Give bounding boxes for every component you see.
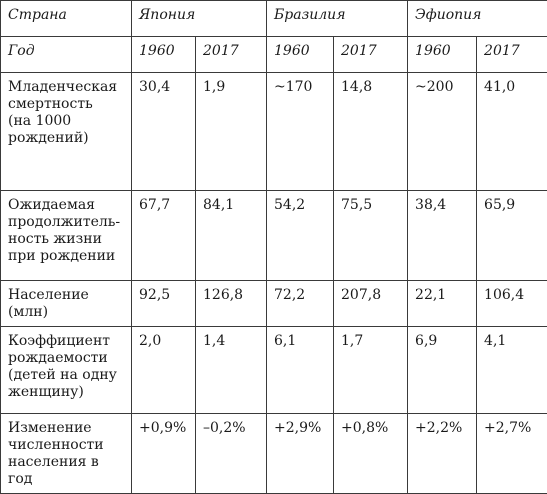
year-cell: 2017 xyxy=(196,37,267,73)
table-cell: 54,2 xyxy=(267,191,334,281)
table-cell: 92,5 xyxy=(132,281,196,327)
year-cell: 1960 xyxy=(132,37,196,73)
table-cell: 38,4 xyxy=(408,191,477,281)
country-name-brazil: Бразилия xyxy=(267,1,408,37)
table-cell: 1,4 xyxy=(196,327,267,414)
table-cell: 30,4 xyxy=(132,73,196,191)
table-cell: +0,9% xyxy=(132,414,196,494)
table-cell: 22,1 xyxy=(408,281,477,327)
row-label: Изменение численности населения в год xyxy=(1,414,132,494)
table-cell: –0,2% xyxy=(196,414,267,494)
table-row: Ожидаемая продолжитель- ность жизни при … xyxy=(1,191,547,281)
table-row: Младенческая смертность (на 1000 рождени… xyxy=(1,73,547,191)
country-header-row: Страна Япония Бразилия Эфиопия xyxy=(1,1,547,37)
table-cell: 1,7 xyxy=(334,327,408,414)
table-cell: ~170 xyxy=(267,73,334,191)
year-cell: 2017 xyxy=(477,37,547,73)
table-cell: 4,1 xyxy=(477,327,547,414)
year-header-cell: Год xyxy=(1,37,132,73)
table-cell: 2,0 xyxy=(132,327,196,414)
table-cell: +2,7% xyxy=(477,414,547,494)
table-cell: ~200 xyxy=(408,73,477,191)
year-cell: 1960 xyxy=(408,37,477,73)
table-cell: 65,9 xyxy=(477,191,547,281)
country-header-cell: Страна xyxy=(1,1,132,37)
country-name-japan: Япония xyxy=(132,1,267,37)
table-cell: +2,2% xyxy=(408,414,477,494)
table-row: Изменение численности населения в год +0… xyxy=(1,414,547,494)
row-label: Младенческая смертность (на 1000 рождени… xyxy=(1,73,132,191)
table-cell: +0,8% xyxy=(334,414,408,494)
table-cell: 207,8 xyxy=(334,281,408,327)
table-cell: 72,2 xyxy=(267,281,334,327)
row-label: Коэффициент рождаемости (детей на одну ж… xyxy=(1,327,132,414)
table-cell: 106,4 xyxy=(477,281,547,327)
table-cell: 6,1 xyxy=(267,327,334,414)
row-label: Ожидаемая продолжитель- ность жизни при … xyxy=(1,191,132,281)
table-cell: 1,9 xyxy=(196,73,267,191)
table-cell: +2,9% xyxy=(267,414,334,494)
year-cell: 1960 xyxy=(267,37,334,73)
table-cell: 67,7 xyxy=(132,191,196,281)
row-label: Население (млн) xyxy=(1,281,132,327)
year-cell: 2017 xyxy=(334,37,408,73)
table-cell: 14,8 xyxy=(334,73,408,191)
table-cell: 84,1 xyxy=(196,191,267,281)
country-name-ethiopia: Эфиопия xyxy=(408,1,547,37)
table-row: Коэффициент рождаемости (детей на одну ж… xyxy=(1,327,547,414)
year-header-row: Год 1960 2017 1960 2017 1960 2017 xyxy=(1,37,547,73)
table-cell: 126,8 xyxy=(196,281,267,327)
table-cell: 75,5 xyxy=(334,191,408,281)
table-cell: 41,0 xyxy=(477,73,547,191)
table-row: Население (млн) 92,5 126,8 72,2 207,8 22… xyxy=(1,281,547,327)
table-cell: 6,9 xyxy=(408,327,477,414)
